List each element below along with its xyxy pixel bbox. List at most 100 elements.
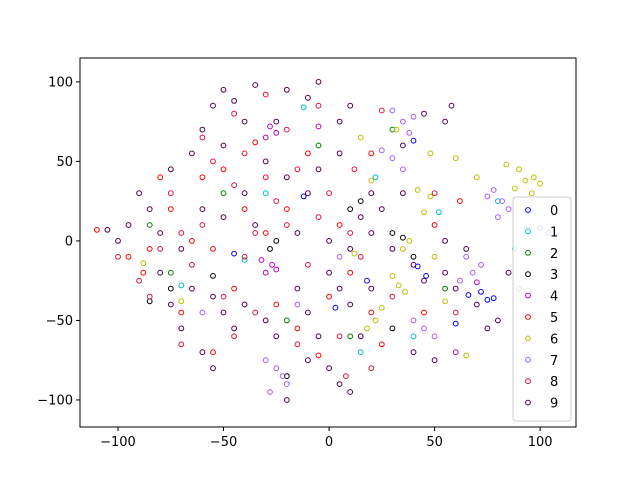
data-point [262, 174, 269, 181]
data-point [273, 301, 280, 308]
data-point [210, 349, 216, 356]
data-point [283, 86, 290, 93]
data-point [368, 177, 375, 184]
data-point [452, 320, 459, 327]
data-point [273, 129, 280, 136]
data-point [199, 349, 206, 356]
data-point [305, 261, 311, 268]
legend-label: 6 [550, 332, 558, 347]
data-point [393, 126, 400, 133]
data-point [189, 150, 195, 157]
data-point [210, 102, 216, 109]
data-point [332, 304, 339, 311]
data-point [305, 309, 311, 316]
data-point [252, 222, 259, 228]
data-point [146, 222, 153, 228]
data-point [210, 273, 216, 279]
data-point [231, 285, 238, 292]
data-point [452, 309, 459, 316]
data-point [368, 285, 375, 292]
data-point [199, 206, 206, 213]
data-point [457, 277, 463, 284]
data-point [189, 261, 195, 268]
data-point [452, 155, 459, 162]
data-point [178, 282, 185, 289]
data-point [178, 298, 185, 305]
data-point [199, 174, 206, 181]
points-layer [94, 79, 552, 403]
data-point [395, 282, 402, 289]
data-point [378, 107, 385, 114]
data-point [167, 301, 174, 308]
data-point [231, 333, 238, 340]
data-point [241, 257, 248, 263]
data-point [410, 317, 417, 324]
y-tick-label: 100 [48, 75, 73, 90]
data-point [378, 304, 385, 311]
data-point [431, 222, 438, 228]
data-point [368, 309, 375, 316]
y-tick-label: −100 [37, 393, 73, 408]
data-point [279, 373, 286, 380]
data-point [421, 110, 427, 117]
data-point [210, 246, 216, 252]
x-tick-label: 0 [325, 435, 333, 450]
data-point [294, 341, 301, 348]
data-point [423, 273, 430, 279]
data-point [463, 246, 470, 252]
data-point [157, 246, 164, 252]
y-tick-label: 0 [65, 234, 73, 249]
legend-label: 4 [550, 290, 558, 305]
legend-label: 3 [550, 268, 558, 283]
data-point [347, 206, 354, 213]
data-point [368, 365, 375, 372]
x-tick-label: −100 [100, 435, 136, 450]
data-point [389, 126, 396, 133]
series-6 [140, 126, 543, 359]
data-point [283, 222, 290, 228]
data-point [294, 230, 301, 236]
data-point [357, 333, 364, 340]
y-tick-label: −50 [46, 314, 73, 329]
data-point [372, 317, 379, 324]
data-point [231, 325, 238, 332]
data-point [273, 238, 280, 244]
data-point [368, 150, 375, 157]
data-point [262, 317, 269, 324]
data-point [157, 174, 164, 181]
series-0 [231, 137, 497, 327]
data-point [104, 226, 111, 233]
data-point [305, 150, 311, 157]
data-point [231, 98, 238, 104]
data-point [294, 301, 301, 308]
data-point [389, 325, 396, 332]
data-point [273, 198, 280, 205]
data-point [435, 209, 442, 216]
data-point [402, 288, 408, 295]
data-point [315, 333, 322, 340]
x-tick-label: −50 [210, 435, 237, 450]
data-point [431, 357, 438, 364]
data-point [347, 246, 354, 252]
data-point [351, 250, 358, 257]
data-point [283, 381, 290, 388]
data-point [463, 352, 470, 359]
series-9 [104, 79, 512, 403]
data-point [499, 198, 506, 205]
data-point [283, 126, 290, 133]
data-point [469, 269, 476, 276]
data-point [146, 206, 153, 213]
series-4 [258, 123, 480, 356]
data-point [421, 325, 427, 332]
data-point [115, 253, 121, 260]
data-point [372, 174, 379, 181]
data-point [473, 301, 480, 308]
data-point [157, 269, 164, 276]
data-point [421, 209, 427, 216]
series-8 [115, 91, 459, 380]
data-point [378, 341, 385, 348]
data-point [220, 309, 227, 316]
data-point [241, 206, 248, 213]
data-point [357, 198, 364, 205]
data-point [241, 190, 248, 197]
